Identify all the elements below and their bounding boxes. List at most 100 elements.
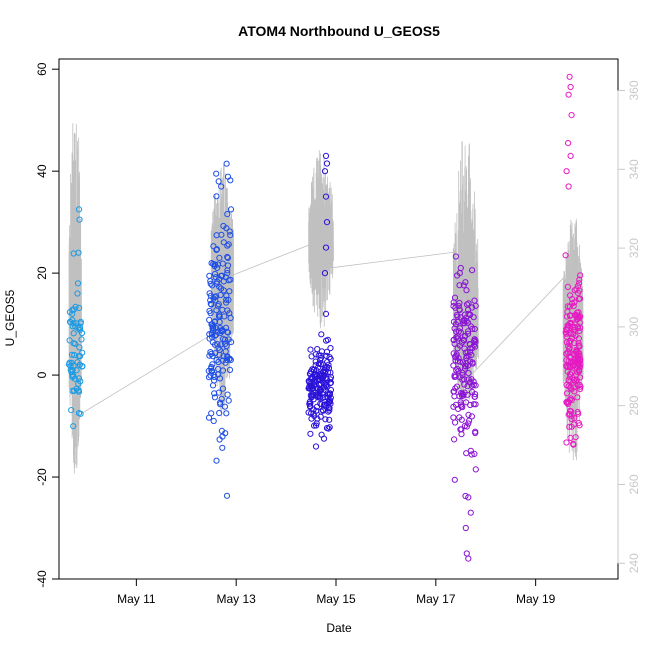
data-point — [451, 294, 459, 301]
data-point — [72, 323, 79, 330]
data-point — [465, 310, 472, 317]
data-point — [572, 434, 579, 441]
data-point — [563, 357, 570, 364]
data-point — [70, 306, 78, 313]
data-point — [220, 278, 227, 285]
data-point — [565, 91, 572, 98]
data-point — [566, 371, 574, 378]
data-point — [571, 415, 578, 422]
data-point — [307, 430, 314, 437]
data-point — [326, 424, 333, 431]
data-point — [308, 353, 315, 360]
data-point — [322, 416, 329, 423]
data-point — [210, 417, 217, 425]
data-point — [465, 494, 472, 501]
data-point — [313, 420, 320, 427]
data-point — [325, 425, 332, 432]
data-point — [576, 327, 583, 334]
data-point — [314, 346, 321, 353]
data-point — [465, 352, 472, 359]
data-point — [453, 353, 460, 360]
data-point — [209, 382, 217, 389]
y2-tick-label: 360 — [627, 80, 641, 100]
data-point — [311, 412, 318, 419]
y-tick-label: 40 — [35, 164, 49, 178]
data-point — [226, 228, 233, 235]
data-point — [574, 316, 581, 323]
data-point — [572, 348, 579, 356]
data-point — [207, 300, 214, 307]
series-may17 — [450, 253, 479, 562]
data-point — [457, 399, 464, 406]
data-point — [566, 345, 573, 353]
data-point — [78, 329, 86, 337]
data-point — [69, 323, 76, 330]
data-point — [571, 324, 579, 331]
data-point — [226, 355, 233, 362]
data-point — [565, 411, 572, 418]
data-point — [463, 301, 471, 308]
data-point — [77, 378, 84, 385]
data-point — [463, 450, 470, 457]
data-point — [223, 492, 231, 499]
data-point — [324, 336, 331, 343]
line-segment-4 — [308, 150, 334, 328]
data-point — [468, 451, 475, 458]
data-point — [467, 447, 474, 454]
points-layer — [65, 73, 584, 562]
data-point — [226, 288, 233, 295]
data-point — [223, 160, 230, 167]
data-point — [225, 336, 232, 343]
data-point — [567, 83, 574, 91]
data-point — [321, 369, 328, 376]
data-point — [452, 385, 459, 392]
data-point — [227, 177, 234, 184]
data-point — [215, 371, 222, 378]
data-point — [470, 401, 477, 408]
data-point — [79, 349, 86, 356]
data-point — [216, 409, 223, 417]
data-point — [565, 400, 572, 408]
data-point — [577, 272, 584, 279]
data-point — [452, 419, 459, 426]
data-point — [566, 423, 573, 430]
data-point — [568, 396, 575, 404]
data-point — [216, 254, 223, 261]
data-point — [455, 303, 462, 310]
data-point — [77, 410, 84, 417]
data-point — [575, 309, 582, 316]
data-point — [460, 392, 467, 399]
data-point — [323, 352, 330, 359]
data-point — [70, 423, 77, 430]
data-point — [219, 326, 226, 334]
data-point — [574, 357, 582, 364]
data-point — [66, 359, 73, 366]
data-point — [306, 383, 313, 390]
data-point — [224, 254, 231, 261]
data-point — [209, 368, 216, 375]
data-point — [313, 403, 320, 410]
data-point — [223, 296, 230, 303]
data-point — [458, 426, 465, 433]
data-point — [453, 383, 461, 390]
data-point — [206, 352, 213, 359]
data-point — [227, 276, 234, 283]
data-point — [322, 152, 330, 159]
y2-tick-label: 260 — [627, 474, 641, 494]
data-point — [465, 411, 472, 418]
data-point — [222, 336, 229, 343]
data-point — [224, 391, 231, 398]
data-point — [224, 270, 231, 277]
data-point — [74, 290, 81, 297]
data-point — [311, 371, 318, 378]
data-point — [323, 375, 330, 382]
data-point — [70, 372, 77, 379]
data-point — [472, 391, 479, 398]
y-axis-label: U_GEOS5 — [3, 289, 17, 346]
data-point — [227, 206, 235, 213]
data-point — [213, 232, 220, 239]
data-point — [574, 408, 581, 416]
data-point — [214, 264, 221, 271]
